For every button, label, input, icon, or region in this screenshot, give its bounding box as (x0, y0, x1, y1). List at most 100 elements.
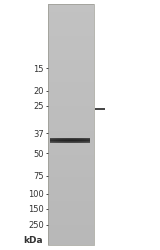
Bar (48, 99, 94, 101)
Bar (48, 49, 94, 51)
Text: 15: 15 (33, 64, 44, 73)
Bar (48, 65, 94, 67)
Bar (48, 25, 94, 27)
Bar (58, 138, 59, 139)
Bar (76, 140, 77, 141)
Bar (48, 147, 94, 149)
Bar (50, 140, 51, 141)
Bar (48, 117, 94, 119)
Bar (58, 140, 59, 141)
Bar (54, 141, 55, 142)
Bar (79, 139, 80, 140)
Bar (48, 69, 94, 71)
Bar (48, 43, 94, 45)
Bar (48, 155, 94, 157)
Bar (48, 173, 94, 175)
Bar (48, 33, 94, 35)
Bar (48, 17, 94, 19)
Bar (48, 223, 94, 225)
Bar (48, 177, 94, 179)
Bar (56, 139, 57, 140)
Bar (88, 141, 89, 142)
Bar (48, 89, 94, 91)
Bar (48, 215, 94, 217)
Bar (48, 129, 94, 131)
Bar (88, 138, 89, 139)
Bar (67, 140, 68, 141)
Bar (59, 141, 60, 142)
Bar (53, 141, 54, 142)
Bar (48, 235, 94, 237)
Bar (52, 138, 53, 139)
Bar (57, 140, 58, 141)
Bar (48, 233, 94, 235)
Bar (48, 219, 94, 221)
Bar (48, 81, 94, 83)
Bar (48, 241, 94, 243)
Bar (70, 140, 71, 141)
Bar (48, 213, 94, 215)
Bar (63, 140, 64, 141)
Bar (86, 139, 87, 140)
Bar (86, 141, 87, 142)
Text: kDa: kDa (23, 236, 42, 244)
Bar (48, 193, 94, 195)
Bar (48, 133, 94, 135)
Bar (48, 187, 94, 189)
Bar (48, 7, 94, 9)
Bar (75, 140, 76, 141)
Bar (73, 140, 74, 141)
Bar (48, 163, 94, 165)
Bar (83, 138, 84, 139)
Bar (48, 63, 94, 65)
Bar (48, 9, 94, 11)
Text: 37: 37 (33, 129, 44, 138)
Bar (48, 23, 94, 25)
Bar (48, 107, 94, 109)
Bar (48, 243, 94, 245)
Bar (69, 138, 70, 139)
Bar (69, 139, 70, 140)
Bar (48, 95, 94, 97)
Bar (89, 141, 90, 142)
Bar (78, 139, 79, 140)
Bar (60, 140, 61, 141)
Bar (67, 141, 68, 142)
Bar (48, 59, 94, 61)
Bar (76, 141, 77, 142)
Bar (53, 138, 54, 139)
Bar (85, 140, 86, 141)
Bar (79, 138, 80, 139)
Bar (48, 11, 94, 13)
Bar (87, 141, 88, 142)
Bar (48, 73, 94, 75)
Bar (73, 139, 74, 140)
Bar (74, 138, 75, 139)
Text: 20: 20 (33, 87, 44, 96)
Bar (48, 27, 94, 29)
Text: 50: 50 (33, 149, 44, 158)
Bar (55, 139, 56, 140)
Bar (77, 139, 78, 140)
Bar (48, 111, 94, 113)
Bar (48, 207, 94, 209)
Bar (48, 37, 94, 39)
Bar (72, 141, 73, 142)
Bar (64, 138, 65, 139)
Bar (55, 141, 56, 142)
Bar (88, 139, 89, 140)
Bar (68, 139, 69, 140)
Bar (70, 139, 71, 140)
Bar (48, 115, 94, 117)
Bar (48, 159, 94, 161)
Bar (66, 140, 67, 141)
Bar (58, 139, 59, 140)
Bar (55, 140, 56, 141)
Bar (48, 57, 94, 59)
Bar (48, 15, 94, 17)
Bar (89, 140, 90, 141)
Bar (62, 139, 63, 140)
Bar (87, 140, 88, 141)
Bar (74, 140, 75, 141)
Bar (87, 138, 88, 139)
